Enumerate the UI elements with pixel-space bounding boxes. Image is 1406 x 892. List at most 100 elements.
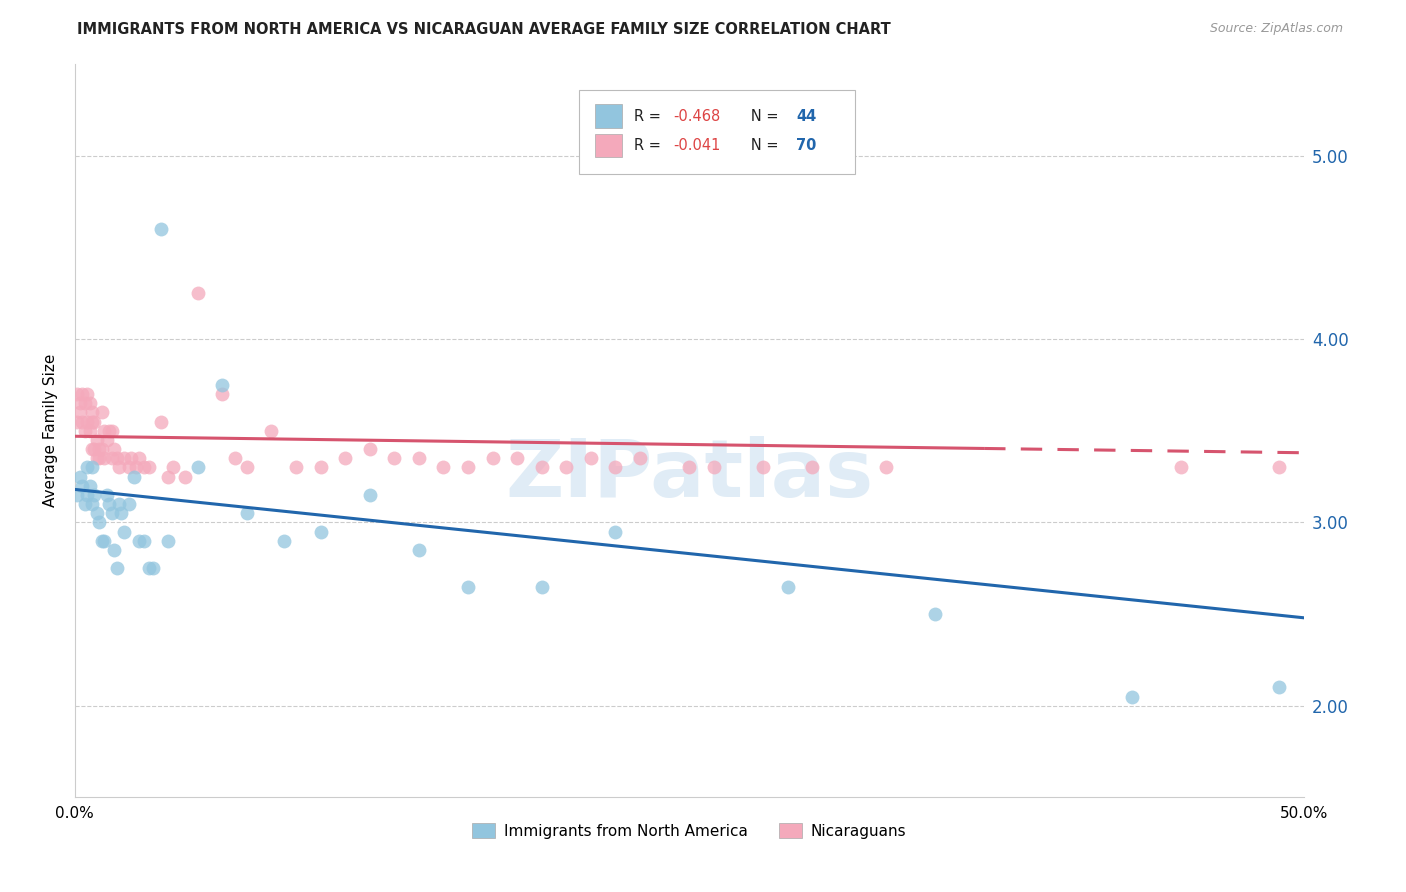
FancyBboxPatch shape <box>595 104 621 128</box>
Point <box>70 479 93 493</box>
Point <box>678 460 700 475</box>
Point <box>69 396 91 410</box>
Point <box>530 460 553 475</box>
Point <box>122 469 145 483</box>
Point <box>76 387 98 401</box>
Point <box>83 488 105 502</box>
Point <box>359 488 381 502</box>
Point <box>90 442 112 456</box>
Point <box>801 460 824 475</box>
Point <box>605 524 627 539</box>
Point <box>89 442 111 456</box>
Point <box>76 415 98 429</box>
Point <box>110 506 132 520</box>
Point <box>260 424 283 438</box>
Point <box>125 460 148 475</box>
Point <box>752 460 775 475</box>
Point <box>90 405 112 419</box>
Point <box>157 533 180 548</box>
Point <box>118 460 141 475</box>
Point <box>359 442 381 456</box>
Text: 70: 70 <box>796 138 817 153</box>
Point <box>100 506 122 520</box>
Point <box>103 442 125 456</box>
Point <box>1268 681 1291 695</box>
Point <box>224 451 246 466</box>
Point <box>80 460 103 475</box>
Point <box>80 497 103 511</box>
Point <box>1121 690 1143 704</box>
Point <box>79 424 101 438</box>
Point <box>96 433 118 447</box>
Point <box>118 497 141 511</box>
Text: 44: 44 <box>796 109 817 124</box>
Point <box>236 506 259 520</box>
Point <box>93 533 115 548</box>
Point <box>100 451 122 466</box>
Y-axis label: Average Family Size: Average Family Size <box>44 354 58 508</box>
Point <box>408 543 430 558</box>
Point <box>79 396 101 410</box>
Point <box>579 451 602 466</box>
Point <box>506 451 529 466</box>
Point <box>73 424 96 438</box>
Point <box>76 460 98 475</box>
Point <box>70 415 93 429</box>
Text: N =: N = <box>737 138 783 153</box>
Point <box>89 516 111 530</box>
Text: R =: R = <box>634 138 665 153</box>
Point <box>86 506 108 520</box>
Point <box>530 580 553 594</box>
FancyBboxPatch shape <box>579 90 855 174</box>
Point <box>69 405 91 419</box>
Point <box>112 451 135 466</box>
Point <box>187 460 209 475</box>
Point <box>103 543 125 558</box>
Point <box>66 415 89 429</box>
Point <box>132 533 155 548</box>
Point <box>924 607 946 621</box>
Text: -0.041: -0.041 <box>673 138 721 153</box>
Point <box>80 415 103 429</box>
Text: Source: ZipAtlas.com: Source: ZipAtlas.com <box>1209 22 1343 36</box>
Point <box>174 469 197 483</box>
Point <box>157 469 180 483</box>
Point <box>69 469 91 483</box>
Point <box>66 387 89 401</box>
Point <box>776 580 799 594</box>
Point <box>149 415 172 429</box>
Point <box>382 451 405 466</box>
Point <box>70 387 93 401</box>
Point <box>457 460 479 475</box>
Point <box>98 497 121 511</box>
Point <box>1268 460 1291 475</box>
Point <box>211 378 233 392</box>
Point <box>66 488 89 502</box>
Point <box>132 460 155 475</box>
Text: ZIPatlas: ZIPatlas <box>505 436 873 514</box>
Point <box>93 424 115 438</box>
Point <box>100 424 122 438</box>
Point <box>309 524 332 539</box>
Point <box>105 451 128 466</box>
Point <box>73 497 96 511</box>
Point <box>432 460 454 475</box>
Legend: Immigrants from North America, Nicaraguans: Immigrants from North America, Nicaragua… <box>465 817 912 845</box>
Point <box>83 442 105 456</box>
Point <box>555 460 578 475</box>
Point <box>79 479 101 493</box>
Point <box>703 460 725 475</box>
Text: IMMIGRANTS FROM NORTH AMERICA VS NICARAGUAN AVERAGE FAMILY SIZE CORRELATION CHAR: IMMIGRANTS FROM NORTH AMERICA VS NICARAG… <box>77 22 891 37</box>
FancyBboxPatch shape <box>595 134 621 157</box>
Point <box>86 451 108 466</box>
Point <box>211 387 233 401</box>
Point <box>187 286 209 301</box>
Point <box>86 433 108 447</box>
Point <box>605 460 627 475</box>
Point <box>128 533 150 548</box>
Point <box>73 396 96 410</box>
Text: -0.468: -0.468 <box>673 109 720 124</box>
Point <box>108 460 131 475</box>
Point <box>875 460 897 475</box>
Point <box>1170 460 1192 475</box>
